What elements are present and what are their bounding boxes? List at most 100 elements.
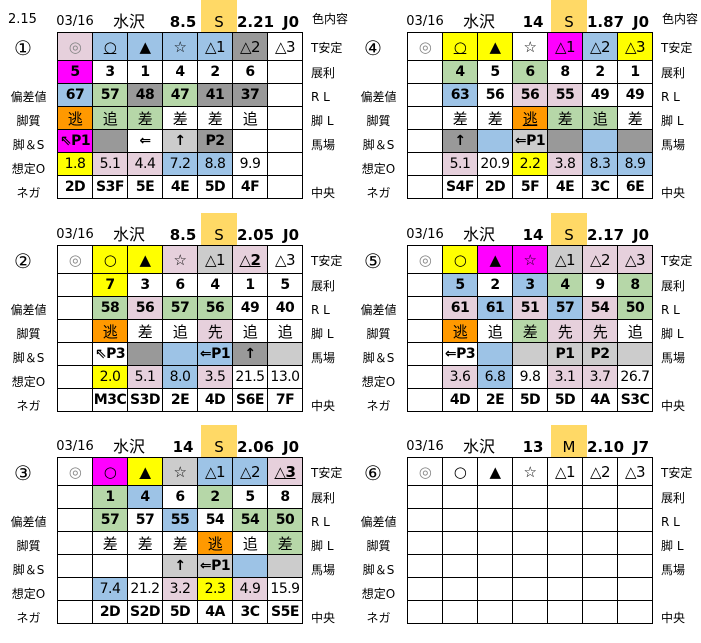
cell-nega: 3C: [232, 600, 268, 624]
cell-nega: 7F: [267, 388, 303, 412]
cell-hensachi: 56: [512, 83, 548, 107]
cell-hensachi: [617, 508, 653, 532]
cell-kyaku-s: [512, 342, 548, 366]
row-label-left: [350, 274, 407, 298]
cell-kyaku-s: [57, 342, 93, 366]
cell-mark: ▲: [477, 245, 513, 274]
cell-kyaku-s: ⇐P3: [442, 342, 478, 366]
row-label-left: [0, 486, 57, 510]
row-label-left: 想定O: [361, 375, 396, 389]
cell-kyakushitsu: 差: [442, 106, 478, 130]
cell-kyakushitsu: 逃: [442, 319, 478, 343]
row-label-right: 展利: [311, 279, 336, 293]
cell-kyaku-s: [232, 129, 268, 153]
cell-kyakushitsu: 追: [232, 319, 268, 343]
cell-tenri: 4: [547, 273, 583, 297]
cell-hensachi: 54: [582, 296, 618, 320]
cell-kyakushitsu: [407, 531, 443, 555]
race-number: ④: [364, 36, 382, 60]
row-label-right: 馬場: [661, 138, 686, 152]
row-label-left: 偏差値: [10, 90, 47, 104]
cell-kyakushitsu: 追: [162, 319, 198, 343]
ratio-value: 1.87: [587, 13, 625, 31]
track-condition: S: [201, 213, 237, 245]
cell-kyakushitsu: 先: [547, 319, 583, 343]
cell-nega: S3F: [92, 175, 128, 199]
cell-mark: ○: [442, 245, 478, 274]
cell-nega: [582, 600, 618, 624]
cell-souteiodds: 5.1: [127, 365, 163, 389]
cell-tenri: [512, 485, 548, 509]
track-condition: S: [551, 0, 587, 32]
cell-tenri: 1: [127, 60, 163, 84]
cell-hensachi: [267, 83, 303, 107]
cell-kyakushitsu: 追: [267, 319, 303, 343]
cell-mark: ☆: [512, 457, 548, 486]
row-label-right: [311, 157, 351, 181]
track-condition: S: [201, 0, 237, 32]
cell-nega: 5E: [127, 175, 163, 199]
row-hensachi: 67 57 48 47 41 37: [57, 83, 303, 107]
cell-nega: S3C: [617, 388, 653, 412]
cell-kyaku-s: [407, 129, 443, 153]
cell-tenri: 5: [442, 273, 478, 297]
cell-tenri: 8: [547, 60, 583, 84]
cell-mark: ○: [442, 457, 478, 486]
row-label-left: 脚＆S: [362, 138, 395, 152]
cell-kyakushitsu: 追: [617, 319, 653, 343]
cell-hensachi: 51: [512, 296, 548, 320]
cell-kyakushitsu: 差: [197, 106, 233, 130]
row-mark: ◎ ○ ▲ ☆ △1 △2 △3: [57, 32, 303, 61]
race-panel: 03/16 水沢 14 S 2.06 J0 ③ ◎ ○ ▲ ☆ △1 △2 △3 1 4 6 2 5 8 57 57 55 5…: [0, 425, 350, 630]
cell-mark: △1: [197, 457, 233, 486]
cell-souteiodds: 3.7: [582, 365, 618, 389]
cell-kyaku-s: ↑: [442, 129, 478, 153]
row-label-right: R L: [311, 90, 330, 104]
cell-kyaku-s: [477, 342, 513, 366]
cell-hensachi: 41: [197, 83, 233, 107]
cell-hensachi: [407, 83, 443, 107]
cell-kyakushitsu: 逃: [512, 106, 548, 130]
cell-nega: 2D: [477, 175, 513, 199]
row-label-right: [661, 582, 701, 606]
cell-tenri: 7: [92, 273, 128, 297]
venue: 水沢: [462, 437, 495, 456]
cell-kyaku-s: P1: [547, 342, 583, 366]
cell-kyakushitsu: 差: [127, 106, 163, 130]
race-value: 14: [522, 13, 544, 31]
cell-nega: 4F: [232, 175, 268, 199]
row-label-left: [0, 249, 57, 273]
cell-mark: ▲: [477, 457, 513, 486]
cell-mark: △1: [547, 245, 583, 274]
cell-hensachi: [512, 508, 548, 532]
cell-kyaku-s: ⇐P1: [197, 342, 233, 366]
row-label-right: T安定: [311, 41, 343, 55]
cell-hensachi: 37: [232, 83, 268, 107]
row-mark: ◎ ○ ▲ ☆ △1 △2 △3: [407, 245, 653, 274]
race-header: 03/16 水沢 13 M 2.10 J7: [406, 425, 659, 457]
cell-nega: 5D: [512, 388, 548, 412]
cell-kyaku-s: [582, 129, 618, 153]
cell-hensachi: 49: [582, 83, 618, 107]
cell-hensachi: 49: [617, 83, 653, 107]
row-nega: 4D 2E 5D 5D 4A S3C: [407, 388, 653, 412]
cell-nega: [267, 175, 303, 199]
cell-souteiodds: [407, 365, 443, 389]
race-header: 03/16 水沢 14 S 1.87 J0: [406, 0, 659, 32]
cell-nega: M3C: [92, 388, 128, 412]
prediction-table: ◎ ○ ▲ ☆ △1 △2 △3 5 3 1 4 2 6 67 57 48 47 41 37 逃追差差差追 ⇖P1 ⇐ ↑ P…: [57, 32, 303, 199]
cell-kyakushitsu: 差: [512, 319, 548, 343]
cell-kyaku-s: [617, 342, 653, 366]
venue: 水沢: [112, 437, 145, 456]
cell-souteiodds: 2.3: [197, 577, 233, 601]
cell-souteiodds: 8.9: [617, 152, 653, 176]
row-label-left: 脚質: [16, 114, 41, 128]
race-panel: 03/16 水沢 13 M 2.10 J7 ⑥ ◎ ○ ▲ ☆ △1 △2 △3 T安定 展利 偏差値 R L 脚質…: [350, 425, 700, 630]
color-content-label: 色内容: [312, 12, 349, 26]
row-label-left: [350, 249, 407, 273]
row-kyakushitsu: 逃差追先追追: [57, 319, 303, 343]
race-date: 03/16: [56, 227, 94, 242]
row-souteiodds: 1.8 5.1 4.4 7.2 8.8 9.9: [57, 152, 303, 176]
row-label-right: 中央: [311, 611, 336, 625]
row-mark: ◎ ○ ▲ ☆ △1 △2 △3: [57, 245, 303, 274]
